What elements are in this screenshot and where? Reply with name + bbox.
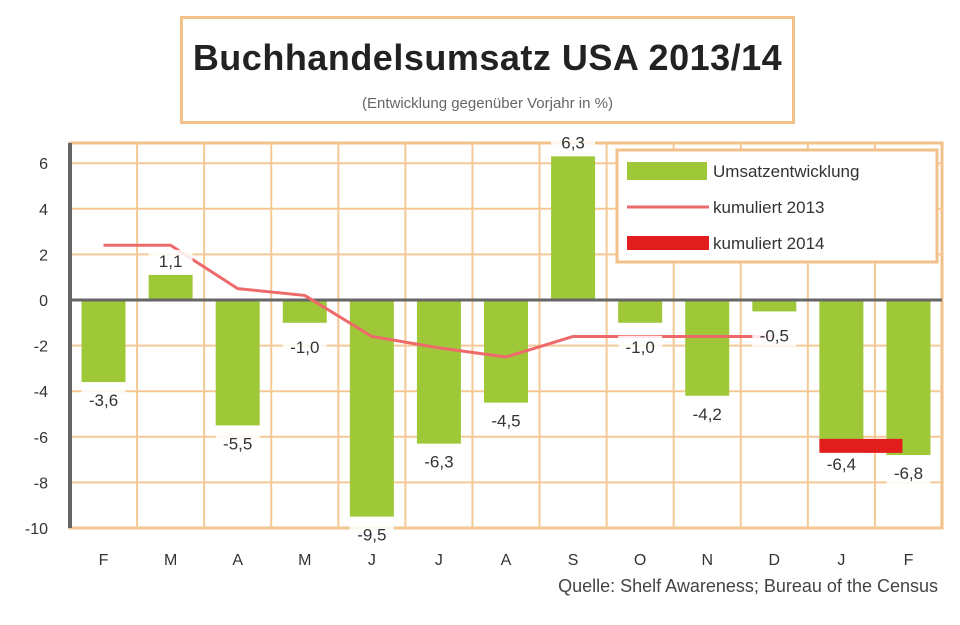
bar — [81, 300, 126, 383]
y-tick-label: -4 — [34, 384, 48, 401]
legend-swatch — [627, 236, 709, 250]
legend-item-umsatzentwicklung: Umsatzentwicklung — [713, 162, 859, 181]
y-tick-label: -6 — [34, 430, 48, 447]
data-label: -6,8 — [894, 464, 923, 483]
bar — [685, 300, 730, 396]
bar — [819, 300, 864, 446]
y-tick-label: 6 — [39, 156, 48, 173]
x-tick-label: F — [904, 552, 914, 569]
legend-item-kumuliert-2014: kumuliert 2014 — [713, 234, 825, 253]
data-label: 1,1 — [159, 252, 183, 271]
title-box: Buchhandelsumsatz USA 2013/14 (Entwicklu… — [180, 16, 795, 124]
bar — [282, 300, 327, 323]
data-label-bg — [819, 452, 864, 475]
y-tick-label: -8 — [34, 475, 48, 492]
data-label: -0,5 — [760, 326, 789, 345]
data-label-bg — [551, 131, 596, 154]
bar — [752, 300, 797, 312]
x-tick-label: J — [837, 552, 845, 569]
legend-item-kumuliert-2013: kumuliert 2013 — [713, 198, 825, 217]
data-label-bg — [416, 450, 461, 473]
data-label: -9,5 — [357, 526, 386, 545]
x-tick-label: N — [701, 552, 713, 569]
x-tick-label: O — [634, 552, 646, 569]
x-tick-label: M — [164, 552, 177, 569]
y-tick-label: 4 — [39, 202, 48, 219]
data-label: -5,5 — [223, 434, 252, 453]
x-tick-label: J — [368, 552, 376, 569]
data-label: -1,0 — [290, 338, 319, 357]
data-label: -1,0 — [626, 338, 655, 357]
bar — [349, 300, 394, 517]
bar — [215, 300, 260, 426]
y-tick-label: -10 — [25, 521, 48, 538]
data-label-bg — [148, 249, 193, 272]
data-label-bg — [484, 409, 528, 432]
bar — [886, 300, 931, 456]
bar — [551, 156, 596, 300]
bar — [416, 300, 461, 444]
data-label-bg — [282, 335, 327, 358]
data-label: -6,4 — [827, 455, 856, 474]
x-tick-label: M — [298, 552, 311, 569]
y-tick-label: -2 — [34, 339, 48, 356]
data-label: -6,3 — [424, 453, 453, 472]
y-tick-label: 2 — [39, 247, 48, 264]
data-label-bg — [81, 389, 126, 412]
x-tick-label: F — [99, 552, 109, 569]
bar — [148, 274, 193, 300]
data-label-bg — [618, 335, 663, 358]
y-tick-label: 0 — [39, 293, 48, 310]
x-tick-label: D — [769, 552, 781, 569]
data-label-bg — [886, 462, 931, 485]
x-tick-label: S — [568, 552, 579, 569]
chart-subtitle: (Entwicklung gegenüber Vorjahr in %) — [362, 95, 613, 112]
chart-title: Buchhandelsumsatz USA 2013/14 — [192, 37, 783, 78]
data-label: 6,3 — [561, 133, 585, 152]
data-label-bg — [752, 324, 797, 347]
data-label: -4,5 — [491, 412, 520, 431]
bar — [618, 300, 663, 323]
data-label: -3,6 — [89, 391, 118, 410]
x-tick-label: A — [501, 552, 512, 569]
data-label-bg — [685, 402, 730, 425]
x-tick-label: A — [232, 552, 243, 569]
data-label: -4,2 — [693, 405, 722, 424]
x-tick-label: J — [435, 552, 443, 569]
source-note: Quelle: Shelf Awareness; Bureau of the C… — [558, 576, 938, 596]
data-label-bg — [349, 523, 394, 546]
legend-swatch — [627, 162, 707, 180]
line-kumuliert-2013 — [103, 243, 775, 359]
data-label-bg — [215, 432, 260, 455]
